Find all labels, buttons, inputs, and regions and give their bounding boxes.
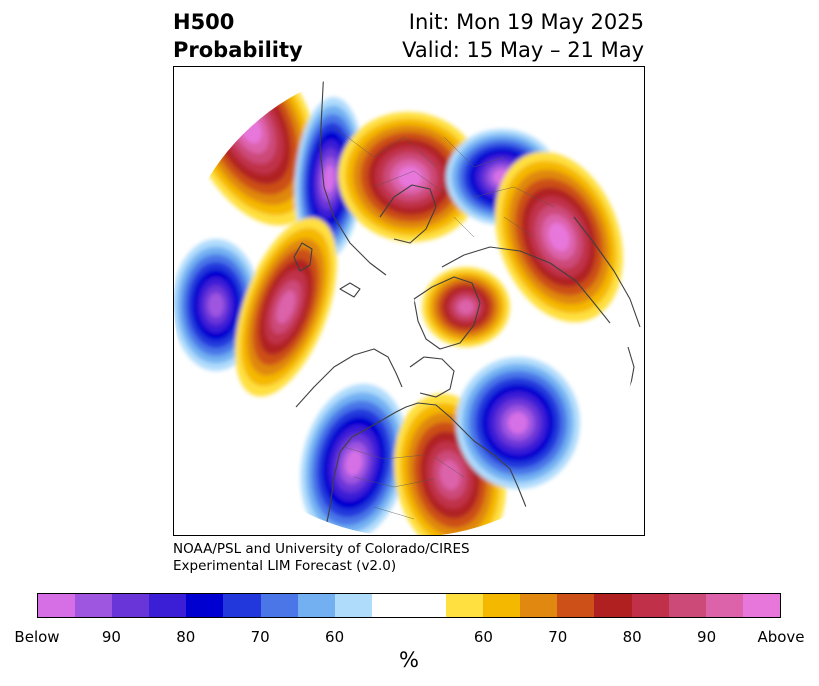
coastline-north-america bbox=[323, 402, 543, 535]
colorbar-tick-label: Below bbox=[14, 628, 60, 646]
title-variable: H500 bbox=[173, 10, 235, 34]
contour-band bbox=[548, 222, 570, 252]
colorbar-segment bbox=[483, 594, 521, 617]
colorbar-segment bbox=[408, 594, 447, 617]
anomaly-above bbox=[422, 267, 510, 347]
init-date: Init: Mon 19 May 2025 bbox=[408, 10, 644, 34]
colorbar-segment bbox=[112, 594, 150, 617]
colorbar-segment bbox=[75, 594, 113, 617]
border-lines-north-america bbox=[343, 446, 465, 520]
colorbar-segment bbox=[594, 594, 632, 617]
colorbar-segment bbox=[149, 594, 187, 617]
anomaly-above bbox=[338, 111, 482, 243]
contour-band bbox=[323, 165, 335, 193]
title-product: Probability bbox=[173, 38, 303, 62]
colorbar-tick-label: 80 bbox=[622, 628, 642, 646]
colorbar-segment bbox=[742, 594, 780, 617]
colorbar-segment bbox=[38, 594, 76, 617]
coastline-greenland bbox=[413, 276, 481, 350]
colorbar-segment bbox=[520, 594, 558, 617]
coastline-hudson-bay bbox=[409, 356, 455, 398]
contour-band bbox=[507, 412, 529, 434]
contour-band bbox=[276, 290, 296, 324]
contour-band bbox=[207, 292, 225, 318]
coastline-uk bbox=[293, 242, 313, 272]
coastline-europe bbox=[319, 67, 387, 276]
colorbar-tick-label: 90 bbox=[697, 628, 717, 646]
colorbar-segment bbox=[260, 594, 298, 617]
anomaly-above bbox=[495, 151, 623, 323]
colorbar-units: % bbox=[399, 648, 419, 672]
credit-text: NOAA/PSL and University of Colorado/CIRE… bbox=[173, 541, 470, 575]
contour-band bbox=[398, 166, 422, 188]
colorbar-segment bbox=[557, 594, 595, 617]
anomaly-below bbox=[456, 357, 580, 489]
polar-map bbox=[173, 66, 645, 536]
colorbar-segment bbox=[668, 594, 706, 617]
anomaly-below bbox=[300, 384, 408, 535]
coastline-alaska bbox=[295, 348, 403, 408]
colorbar-segment bbox=[631, 594, 669, 617]
coastline-east-asia bbox=[573, 216, 641, 328]
contour-band bbox=[439, 459, 461, 491]
colorbar-tick-label: 70 bbox=[250, 628, 270, 646]
colorbar bbox=[37, 593, 781, 618]
credit-line-1: NOAA/PSL and University of Colorado/CIRE… bbox=[173, 541, 470, 557]
coastline-scandinavia bbox=[379, 184, 437, 244]
colorbar-segment bbox=[334, 594, 372, 617]
valid-range: Valid: 15 May – 21 May bbox=[402, 38, 644, 62]
colorbar-tick-label: 80 bbox=[176, 628, 196, 646]
coastline-iceland bbox=[339, 282, 361, 298]
colorbar-segment bbox=[705, 594, 743, 617]
colorbar-tick-label: 60 bbox=[325, 628, 345, 646]
anomaly-below bbox=[294, 97, 364, 261]
colorbar-tick-label: 60 bbox=[473, 628, 493, 646]
coastline-siberia bbox=[441, 246, 611, 324]
credit-line-2: Experimental LIM Forecast (v2.0) bbox=[173, 558, 397, 574]
colorbar-segment bbox=[297, 594, 335, 617]
colorbar-segment bbox=[446, 594, 484, 617]
border-lines-eurasia bbox=[333, 126, 555, 238]
colorbar-tick-label: Above bbox=[757, 628, 805, 646]
contour-band bbox=[457, 299, 475, 315]
colorbar-segment bbox=[371, 594, 409, 617]
title-right: Init: Mon 19 May 2025 Valid: 15 May – 21… bbox=[402, 8, 644, 64]
colorbar-tick-label: 70 bbox=[548, 628, 568, 646]
title-left: H500 Probability bbox=[173, 8, 303, 64]
north-pole-marker bbox=[405, 296, 415, 306]
anomaly-above bbox=[235, 217, 337, 397]
map-svg bbox=[174, 67, 644, 535]
colorbar-tick-label: 90 bbox=[101, 628, 121, 646]
contour-band bbox=[345, 449, 363, 477]
colorbar-segment bbox=[186, 594, 224, 617]
colorbar-segment bbox=[223, 594, 261, 617]
